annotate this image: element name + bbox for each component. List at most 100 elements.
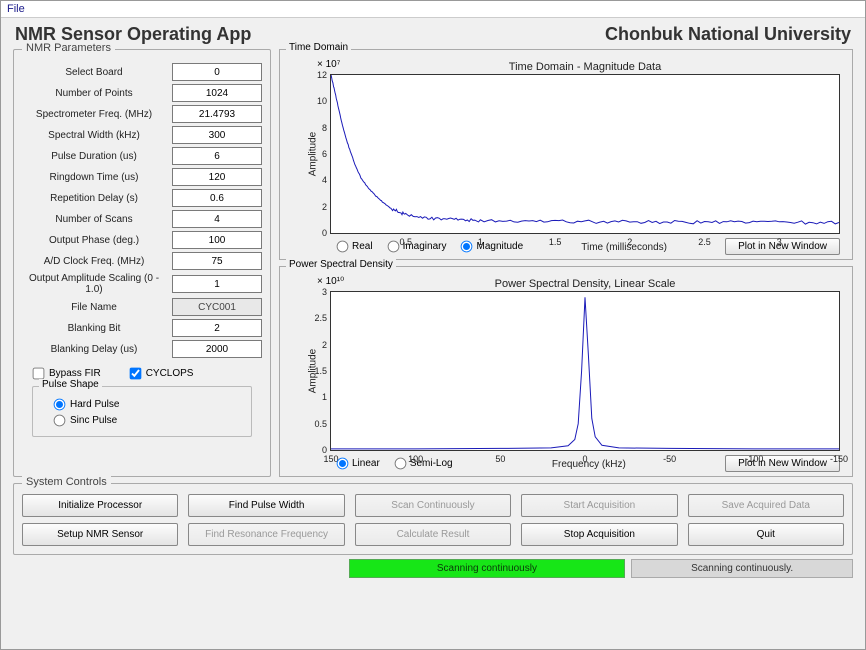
y-tick: 0.5 xyxy=(314,419,327,429)
cyclops-checkbox[interactable]: CYCLOPS xyxy=(129,367,194,380)
param-row: Number of Points xyxy=(22,84,262,102)
y-tick: 6 xyxy=(322,149,327,159)
param-label: Spectrometer Freq. (MHz) xyxy=(22,109,166,120)
param-label: Select Board xyxy=(22,67,166,78)
x-tick: -100 xyxy=(745,454,763,464)
time-plot-new-window-button[interactable]: Plot in New Window xyxy=(725,238,840,255)
y-tick: 2 xyxy=(322,340,327,350)
menubar: File xyxy=(1,1,865,18)
param-input xyxy=(172,298,262,316)
time-chart-title: Time Domain - Magnitude Data xyxy=(331,61,839,73)
psd-plot: Power Spectral Density, Linear Scale × 1… xyxy=(330,291,840,451)
param-input[interactable] xyxy=(172,252,262,270)
param-label: Number of Points xyxy=(22,88,166,99)
time-chart-exponent: × 10⁷ xyxy=(317,59,340,70)
param-row: Output Phase (deg.) xyxy=(22,231,262,249)
param-label: Output Amplitude Scaling (0 - 1.0) xyxy=(22,273,166,295)
param-input[interactable] xyxy=(172,340,262,358)
nmr-parameters-title: NMR Parameters xyxy=(22,42,115,54)
param-label: A/D Clock Freq. (MHz) xyxy=(22,256,166,267)
param-row: Spectrometer Freq. (MHz) xyxy=(22,105,262,123)
param-row: Number of Scans xyxy=(22,210,262,228)
y-tick: 3 xyxy=(322,287,327,297)
param-row: Ringdown Time (us) xyxy=(22,168,262,186)
param-label: File Name xyxy=(22,302,166,313)
setup-nmr-sensor-button[interactable]: Setup NMR Sensor xyxy=(22,523,178,546)
university-name: Chonbuk National University xyxy=(605,24,851,45)
psd-chart-title: Power Spectral Density, Linear Scale xyxy=(331,278,839,290)
param-label: Blanking Bit xyxy=(22,323,166,334)
time-radio-label: Magnitude xyxy=(476,241,523,252)
param-input[interactable] xyxy=(172,105,262,123)
initialize-processor-button[interactable]: Initialize Processor xyxy=(22,494,178,517)
param-input[interactable] xyxy=(172,210,262,228)
psd-semi-log-radio[interactable]: Semi-Log xyxy=(394,457,453,470)
start-acquisition-button: Start Acquisition xyxy=(521,494,677,517)
param-input[interactable] xyxy=(172,319,262,337)
param-label: Pulse Duration (us) xyxy=(22,151,166,162)
save-acquired-data-button: Save Acquired Data xyxy=(688,494,844,517)
param-input[interactable] xyxy=(172,231,262,249)
param-row: Blanking Bit xyxy=(22,319,262,337)
param-row: File Name xyxy=(22,298,262,316)
param-input[interactable] xyxy=(172,126,262,144)
system-controls-title: System Controls xyxy=(22,476,111,488)
time-magnitude-radio[interactable]: Magnitude xyxy=(460,240,523,253)
param-label: Output Phase (deg.) xyxy=(22,235,166,246)
x-tick: 3 xyxy=(777,237,782,247)
y-tick: 2 xyxy=(322,202,327,212)
time-imaginary-radio[interactable]: Imaginary xyxy=(387,240,447,253)
y-tick: 1.5 xyxy=(314,366,327,376)
find-pulse-width-button[interactable]: Find Pulse Width xyxy=(188,494,344,517)
x-tick: 50 xyxy=(495,454,505,464)
param-input[interactable] xyxy=(172,63,262,81)
app-window: File NMR Sensor Operating App Chonbuk Na… xyxy=(0,0,866,650)
param-row: Spectral Width (kHz) xyxy=(22,126,262,144)
x-tick: 0.5 xyxy=(399,237,412,247)
menu-file[interactable]: File xyxy=(7,3,25,15)
quit-button[interactable]: Quit xyxy=(688,523,844,546)
param-label: Blanking Delay (us) xyxy=(22,344,166,355)
y-tick: 4 xyxy=(322,175,327,185)
y-tick: 12 xyxy=(317,70,327,80)
param-input[interactable] xyxy=(172,84,262,102)
param-row: Blanking Delay (us) xyxy=(22,340,262,358)
time-domain-panel-title: Time Domain xyxy=(286,42,351,53)
x-tick: 2.5 xyxy=(698,237,711,247)
system-controls-panel: System Controls Initialize ProcessorFind… xyxy=(13,483,853,555)
time-chart-ylabel: Amplitude xyxy=(308,132,319,176)
time-radio-label: Real xyxy=(352,241,373,252)
param-row: Select Board xyxy=(22,63,262,81)
y-tick: 2.5 xyxy=(314,313,327,323)
time-real-radio[interactable]: Real xyxy=(336,240,373,253)
param-row: Repetition Delay (s) xyxy=(22,189,262,207)
psd-panel: Power Spectral Density Power Spectral De… xyxy=(279,266,853,477)
time-domain-panel: Time Domain Time Domain - Magnitude Data… xyxy=(279,49,853,260)
param-input[interactable] xyxy=(172,189,262,207)
param-label: Number of Scans xyxy=(22,214,166,225)
pulse-shape-group: Pulse Shape Hard Pulse Sinc Pulse xyxy=(32,386,252,437)
time-chart-xlabel: Time (milliseconds) xyxy=(537,242,711,253)
param-input[interactable] xyxy=(172,147,262,165)
sinc-pulse-label: Sinc Pulse xyxy=(70,415,117,426)
x-tick: 0 xyxy=(582,454,587,464)
cyclops-label: CYCLOPS xyxy=(146,368,194,379)
param-label: Spectral Width (kHz) xyxy=(22,130,166,141)
sinc-pulse-radio[interactable]: Sinc Pulse xyxy=(53,414,241,427)
param-input[interactable] xyxy=(172,275,262,293)
psd-chart-exponent: × 10¹⁰ xyxy=(317,276,344,287)
stop-acquisition-button[interactable]: Stop Acquisition xyxy=(521,523,677,546)
status-bar: Scanning continuously Scanning continuou… xyxy=(13,559,853,578)
psd-plot-new-window-button[interactable]: Plot in New Window xyxy=(725,455,840,472)
param-label: Repetition Delay (s) xyxy=(22,193,166,204)
find-resonance-frequency-button: Find Resonance Frequency xyxy=(188,523,344,546)
status-scanning-green: Scanning continuously xyxy=(349,559,626,578)
param-row: A/D Clock Freq. (MHz) xyxy=(22,252,262,270)
hard-pulse-radio[interactable]: Hard Pulse xyxy=(53,398,241,411)
hard-pulse-label: Hard Pulse xyxy=(70,399,119,410)
param-input[interactable] xyxy=(172,168,262,186)
x-tick: 1.5 xyxy=(549,237,562,247)
y-tick: 0 xyxy=(322,228,327,238)
psd-linear-radio[interactable]: Linear xyxy=(336,457,380,470)
y-tick: 0 xyxy=(322,445,327,455)
